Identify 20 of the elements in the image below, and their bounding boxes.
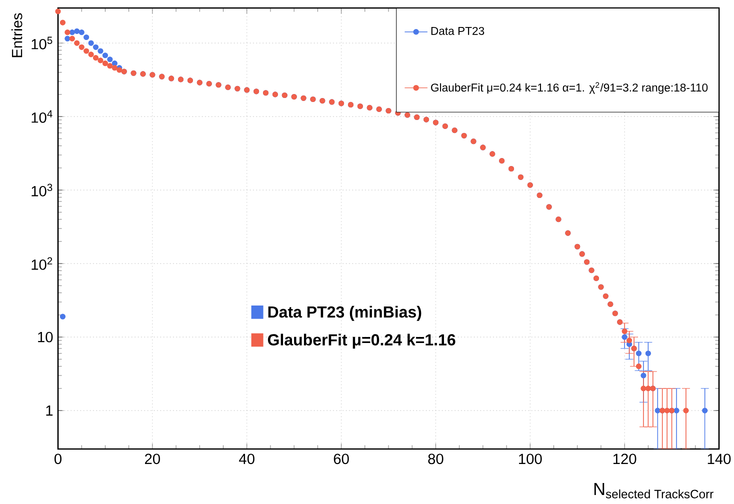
x-tick-label: 0 bbox=[54, 454, 62, 464]
x-tick-label: 60 bbox=[334, 454, 349, 464]
x-tick-label: 40 bbox=[239, 454, 254, 464]
x-axis-title: $\text{N}_{\text{selected TracksCorr}}$ bbox=[594, 483, 714, 498]
y-tick-label: 1 bbox=[46, 406, 53, 416]
x-tick-label: 140 bbox=[708, 454, 731, 464]
x-tick-label: 120 bbox=[613, 454, 636, 464]
annotation: GlauberFit μ=0.24 k=1.16 bbox=[268, 334, 456, 349]
y-axis-title: Entries bbox=[11, 13, 22, 58]
annotation: Data PT23 (minBias) bbox=[268, 306, 422, 321]
y-tick-label: 10$^{2}$ bbox=[32, 257, 52, 270]
x-tick-label: 20 bbox=[145, 454, 160, 464]
legend-label: Data PT23 bbox=[431, 26, 484, 35]
x-tick-label: 80 bbox=[428, 454, 444, 464]
y-tick-label: 10$^{5}$ bbox=[32, 36, 52, 50]
y-tick-label: 10$^{4}$ bbox=[32, 110, 52, 123]
y-tick-label: 10$^{3}$ bbox=[32, 184, 52, 196]
legend-label: GlauberFit μ=0.24 k=1.16 α=1. χ$^{2}$/91=3.2 range:18-110 bbox=[431, 82, 708, 94]
x-tick-label: 100 bbox=[519, 454, 542, 464]
y-tick-label: 10 bbox=[38, 332, 53, 342]
